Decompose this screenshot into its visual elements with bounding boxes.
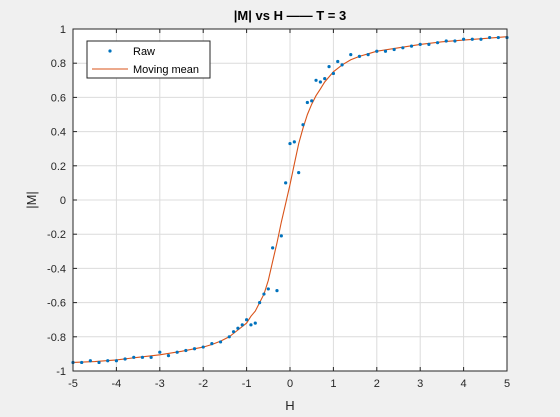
raw-data-point [496,35,500,40]
raw-data-point [418,42,422,46]
y-tick-label: -0.4 [47,263,66,275]
raw-data-point [488,35,492,40]
raw-data-point [427,42,431,46]
raw-data-point [175,350,179,354]
raw-data-point [166,354,171,358]
raw-data-point [88,359,92,363]
raw-data-point [310,99,314,103]
raw-data-point [279,234,283,238]
moving-mean-line [72,36,508,363]
y-tick-label: -1 [56,366,66,378]
raw-data-point [258,301,262,305]
raw-data-point [271,246,275,250]
raw-data-point [149,355,153,359]
x-tick-label: 0 [287,378,293,390]
raw-data-point [184,348,188,353]
raw-data-point [284,181,288,185]
raw-data-point [240,323,244,327]
legend-raw-marker [108,49,112,53]
x-tick-label: -1 [242,378,252,390]
raw-data-point [236,326,240,330]
raw-data-point [80,360,84,365]
x-tick-label: 1 [330,378,336,390]
raw-data-point [266,287,270,291]
x-tick-labels: -5 -4 -3 -2 -1 0 1 2 3 4 5 [68,378,510,390]
y-tick-label: -0.6 [47,298,66,310]
raw-data-point [401,46,405,50]
raw-data-point [253,321,257,325]
raw-data-point [262,292,266,296]
raw-data-point [331,71,335,76]
y-tick-label: 0.8 [51,58,66,70]
raw-data-point [444,39,448,43]
raw-data-point [375,49,379,53]
x-axis-label: H [285,398,294,413]
raw-data-point [132,355,136,359]
y-tick-label: 0.2 [51,161,66,173]
y-tick-label: 0.6 [51,92,66,104]
raw-data-point [327,65,331,69]
raw-data-point [297,171,301,175]
raw-data-point [305,100,309,105]
raw-points-group [71,35,509,365]
raw-data-point [106,359,110,363]
raw-data-point [479,37,483,41]
raw-data-point [314,78,318,82]
raw-data-point [292,140,296,144]
raw-data-point [275,289,279,293]
legend: Raw Moving mean [86,40,211,79]
legend-mean-label: Moving mean [133,64,199,76]
raw-data-point [435,41,440,45]
x-tick-label: -4 [112,378,122,390]
raw-data-point [249,323,253,327]
legend-raw-label: Raw [133,46,155,58]
raw-data-point [301,123,305,127]
y-tick-label: -0.8 [47,332,66,344]
raw-data-point [323,76,327,81]
raw-data-point [336,59,340,64]
y-tick-label: -0.2 [47,229,66,241]
raw-data-point [409,44,414,48]
raw-data-point [210,342,214,346]
tick-marks [72,28,508,372]
y-axis-label: |M| [24,191,39,209]
y-tick-label: 1 [60,24,66,36]
raw-data-point [158,350,162,354]
raw-data-point [123,357,127,361]
raw-data-point [366,53,370,57]
raw-data-point [318,80,322,84]
raw-data-point [97,360,101,365]
x-tick-label: 3 [417,378,423,390]
raw-data-point [114,359,118,363]
raw-data-point [192,347,197,351]
x-tick-label: 4 [461,378,467,390]
x-tick-label: -5 [68,378,78,390]
x-tick-label: -3 [155,378,165,390]
raw-data-point [453,39,457,43]
raw-data-point [470,37,474,41]
raw-data-point [140,355,145,359]
raw-data-point [227,335,231,339]
raw-data-point [383,49,388,53]
raw-data-point [201,345,205,349]
raw-data-point [462,37,466,41]
raw-data-point [288,141,292,146]
raw-data-point [231,330,236,334]
x-tick-label: 5 [504,378,510,390]
raw-data-point [392,47,396,52]
legend-box [86,40,211,79]
chart-title: |M| vs H —— T = 3 [234,8,346,23]
x-tick-label: -2 [198,378,208,390]
moving-mean-line-group [72,36,508,363]
raw-data-point [349,53,353,57]
raw-data-point [245,318,249,322]
x-tick-label: 2 [374,378,380,390]
raw-data-point [357,54,362,58]
raw-data-point [340,63,344,67]
raw-data-point [218,340,223,344]
y-tick-label: 0.4 [51,127,66,139]
y-tick-labels: -1 -0.8 -0.6 -0.4 -0.2 0 0.2 0.4 0.6 0.8 1 [47,24,66,378]
y-tick-label: 0 [60,195,66,207]
